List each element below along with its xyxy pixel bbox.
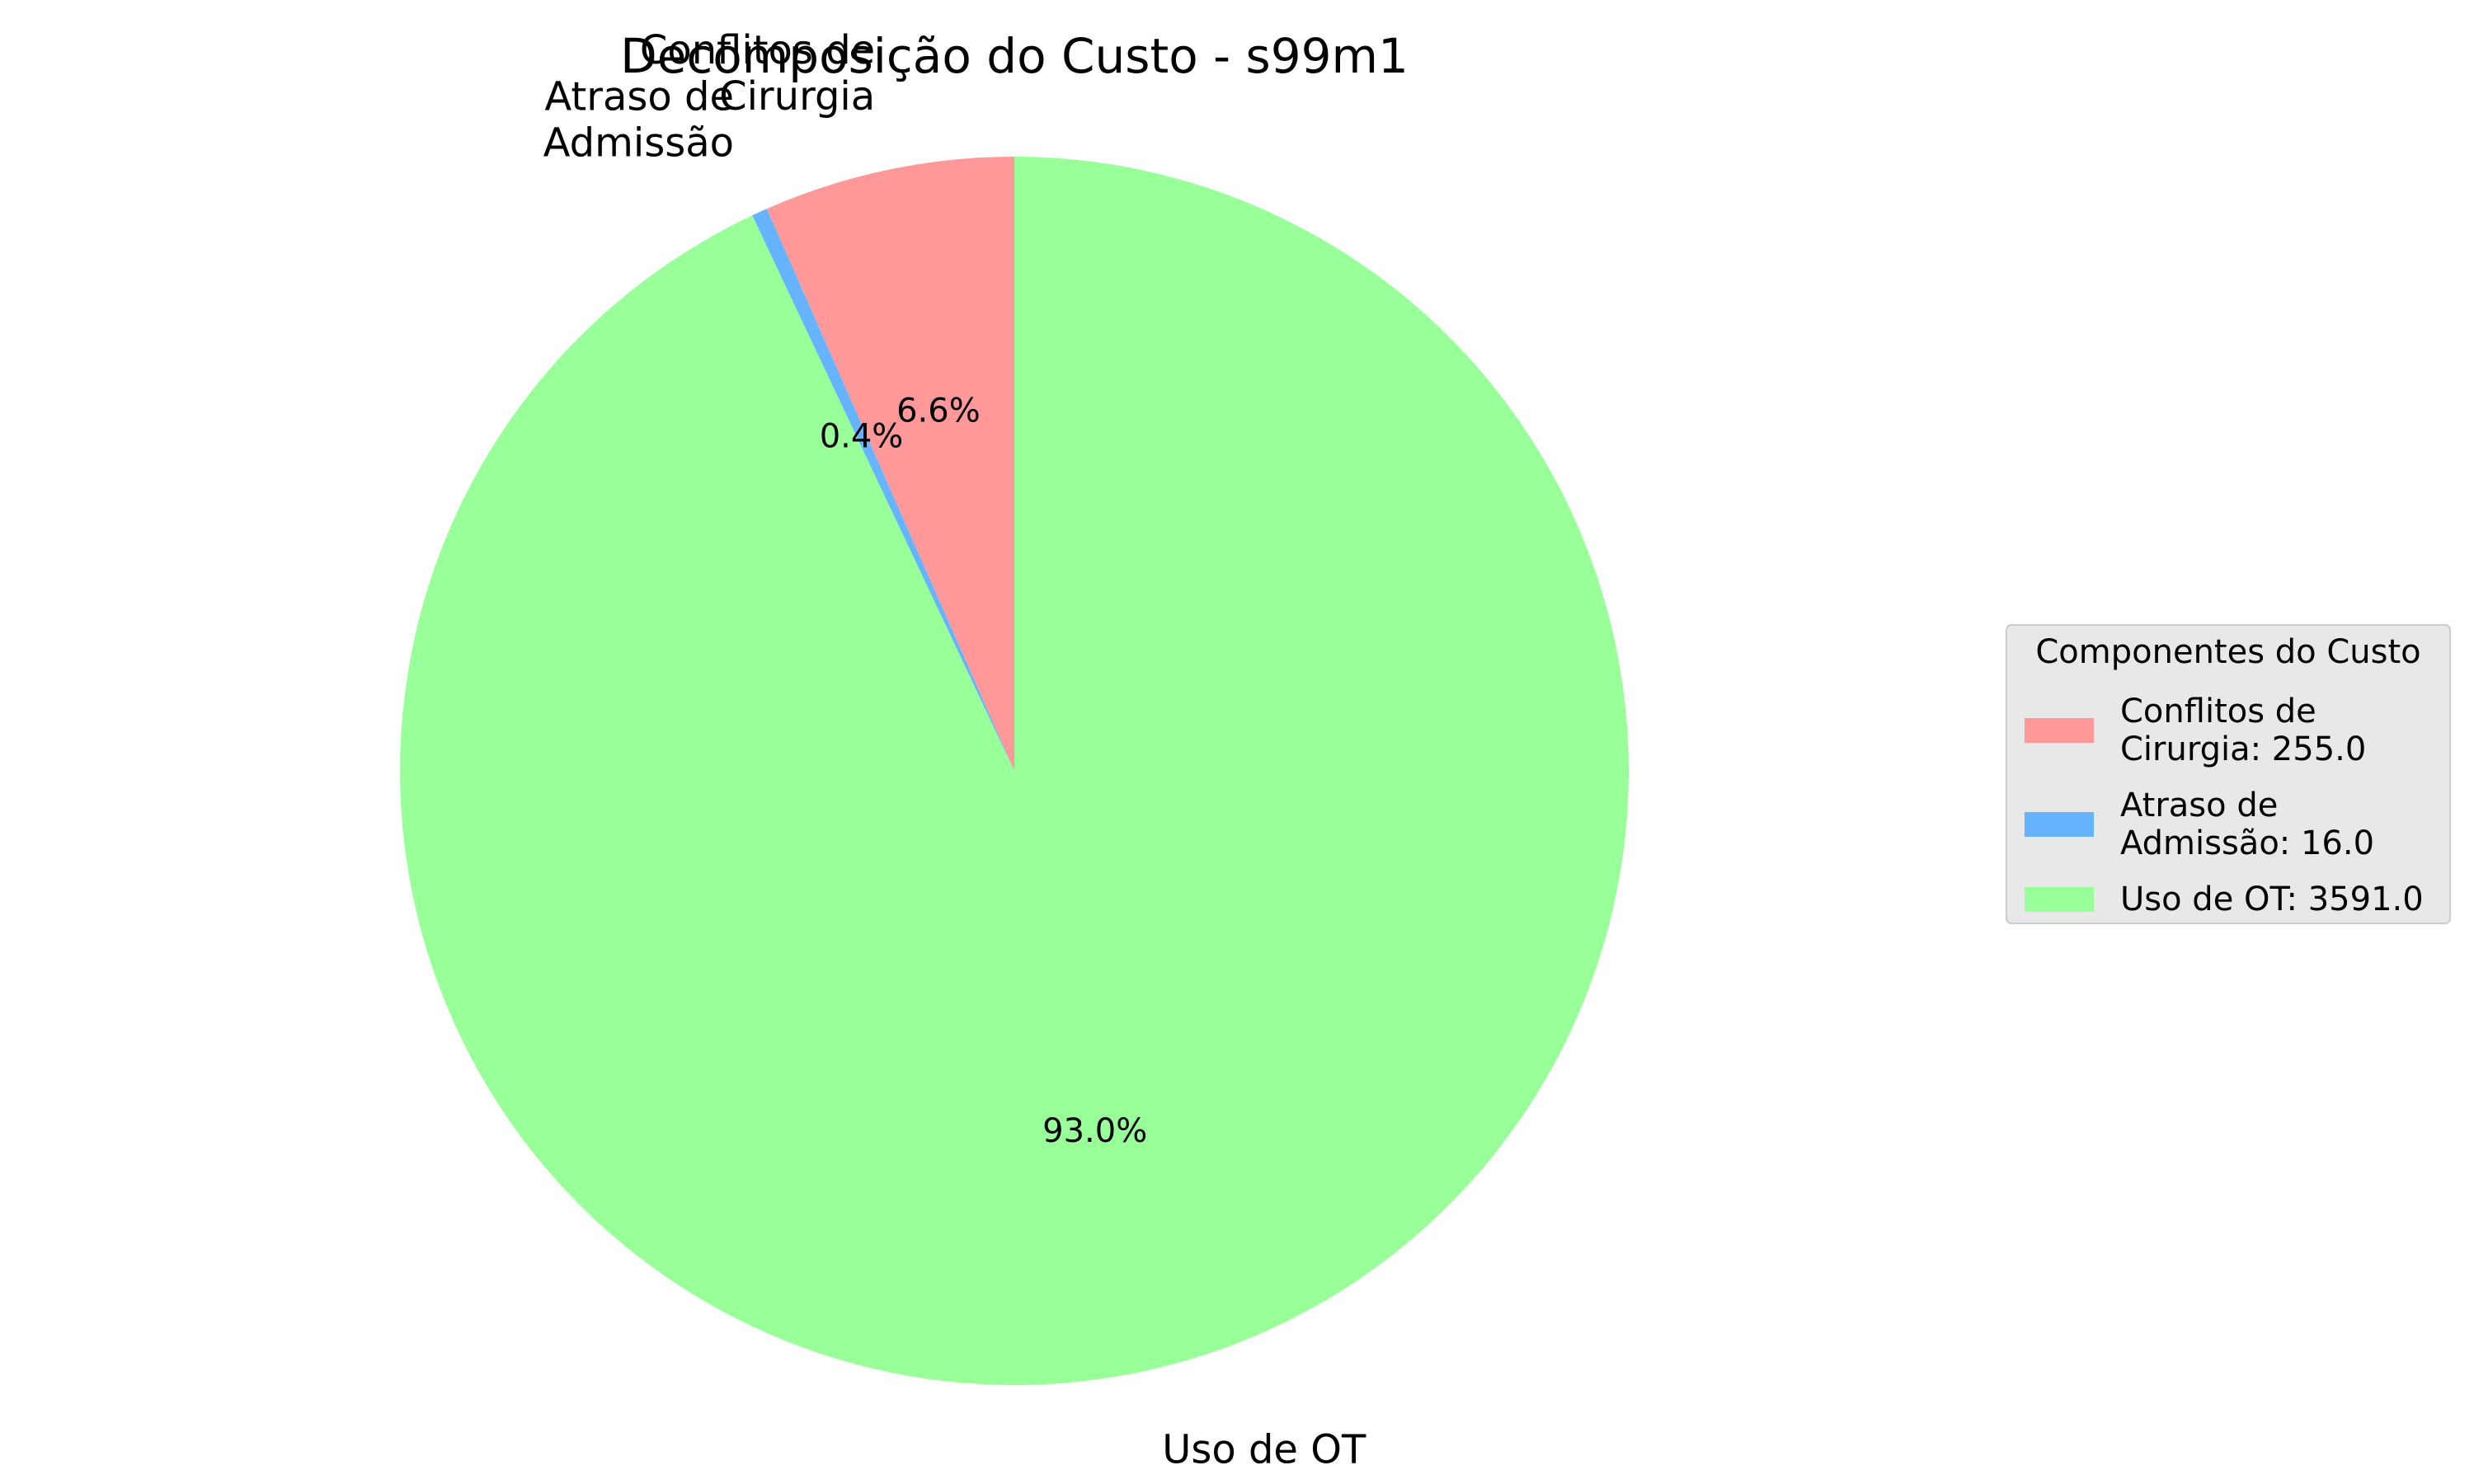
legend-label-line: Cirurgia: 255.0 [2120, 730, 2366, 768]
chart-title: Decomposição do Custo - s99m1 [620, 28, 1409, 84]
legend-swatch-uso-de-ot [2025, 887, 2094, 912]
legend-swatch-conflitos-de-cirurgia [2025, 718, 2094, 743]
slice-label-line: Uso de OT [1162, 1427, 1366, 1473]
slice-percent-atraso-de-admissao: 0.4% [820, 417, 904, 455]
chart-legend: Componentes do Custo Conflitos de Cirurgi… [2006, 624, 2451, 924]
legend-entries: Conflitos de Cirurgia: 255.0 Atraso de Admi… [2025, 693, 2424, 918]
pie-percent-labels: 6.6%0.4% 93.0% [820, 392, 1148, 1151]
legend-item-conflitos-de-cirurgia: Conflitos de Cirurgia: 255.0 [2025, 693, 2366, 768]
slice-label-line: Conflitos de [640, 27, 875, 73]
slice-percent-uso-de-ot: 93.0% [1042, 1112, 1147, 1150]
legend-label-line: Atraso de [2120, 787, 2278, 824]
legend-item-atraso-de-admissao: Atraso de Admissão: 16.0 [2025, 787, 2374, 862]
legend-label-conflitos-de-cirurgia: Conflitos de Cirurgia: 255.0 [2120, 693, 2366, 768]
slice-label-line: Cirurgia [719, 73, 875, 120]
pie-slice-atraso-de-admissao [752, 209, 1014, 771]
legend-label-atraso-de-admissao: Atraso de Admissão: 16.0 [2120, 787, 2374, 862]
slice-label-line: Admissão [543, 120, 734, 166]
slice-label-atraso-de-admissao: Atraso de Admissão [543, 73, 734, 166]
legend-label-line: Conflitos de [2120, 693, 2316, 730]
legend-label-line: Uso de OT: 3591.0 [2120, 881, 2424, 918]
legend-frame [2006, 624, 2451, 924]
slice-label-line: Atraso de [544, 73, 734, 120]
slice-label-conflitos-de-cirurgia: Conflitos de Cirurgia [640, 27, 875, 120]
slice-percent-conflitos-de-cirurgia: 6.6% [896, 392, 981, 430]
legend-label-line: Admissão: 16.0 [2120, 824, 2374, 862]
legend-swatch-atraso-de-admissao [2025, 812, 2094, 837]
pie-slices [399, 156, 1629, 1385]
pie-slice-conflitos-de-cirurgia [766, 156, 1014, 771]
legend-label-uso-de-ot: Uso de OT: 3591.0 [2120, 881, 2424, 918]
legend-title: Componentes do Custo [2035, 633, 2420, 671]
pie-slice-uso-de-ot [399, 157, 1629, 1385]
slice-label-uso-de-ot: Uso de OT [1162, 1427, 1366, 1473]
legend-item-uso-de-ot: Uso de OT: 3591.0 [2025, 881, 2424, 918]
